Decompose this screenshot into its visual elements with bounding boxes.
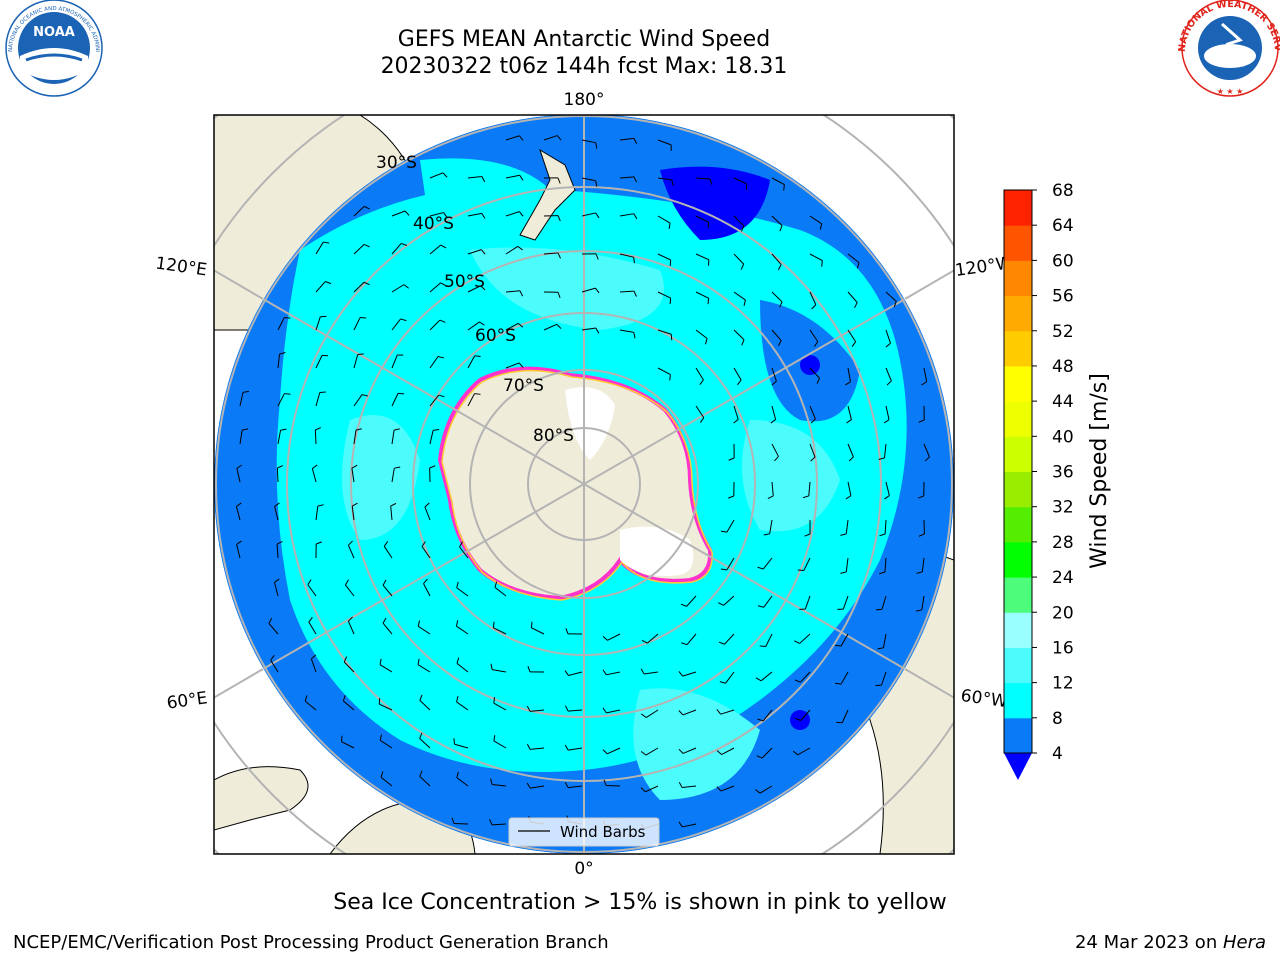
map-legend: Wind Barbs — [508, 817, 660, 847]
footer-credit: NCEP/EMC/Verification Post Processing Pr… — [13, 932, 609, 953]
lat-label-60s: 60°S — [475, 326, 516, 346]
colorbar-tick-label: 64 — [1052, 216, 1074, 236]
noaa-logo-text: NOAA — [33, 25, 75, 40]
nws-logo: NATIONAL WEATHER SERVICE ★ ★ ★ — [0, 0, 1280, 97]
colorbar-tick-label: 68 — [1052, 181, 1074, 201]
colorbar-band — [1004, 506, 1032, 543]
colorbar-band — [1004, 541, 1032, 578]
map-area — [214, 115, 954, 854]
lon-label-120e: 120°E — [154, 254, 208, 281]
wind-barbs — [235, 135, 930, 830]
caption: Sea Ice Concentration > 15% is shown in … — [333, 890, 947, 915]
footer-date-text: 24 Mar 2023 on — [1074, 932, 1223, 953]
colorbar-tick-label: 28 — [1052, 533, 1074, 553]
colorbar-band — [1004, 471, 1032, 508]
colorbar-tick-label: 44 — [1052, 392, 1074, 412]
colorbar-tick-label: 60 — [1052, 251, 1074, 271]
colorbar-band — [1004, 717, 1032, 754]
colorbar-band — [1004, 577, 1032, 613]
colorbar-tick-label: 40 — [1052, 427, 1074, 447]
lon-label-180: 180° — [564, 90, 605, 110]
colorbar-band — [1004, 612, 1032, 648]
colorbar-band — [1004, 436, 1032, 472]
lat-label-80s: 80°S — [533, 426, 574, 446]
colorbar-tick-label: 4 — [1052, 744, 1063, 764]
colorbar-band — [1004, 682, 1032, 719]
lat-label-30s: 30°S — [376, 153, 417, 173]
colorbar-tick-label: 56 — [1052, 287, 1074, 307]
colorbar-band — [1004, 260, 1032, 297]
colorbar-extend-triangle — [1004, 753, 1032, 780]
colorbar-band — [1004, 190, 1032, 226]
graticule — [215, 115, 953, 854]
colorbar-tick-label: 52 — [1052, 322, 1074, 342]
colorbar-tick-label: 20 — [1052, 603, 1074, 623]
colorbar-band — [1004, 647, 1032, 684]
colorbar-tick-label: 16 — [1052, 638, 1074, 658]
svg-text:★ ★ ★: ★ ★ ★ — [1217, 87, 1244, 96]
legend-label: Wind Barbs — [560, 823, 646, 841]
noaa-logo: NOAA NATIONAL OCEANIC AND ATMOSPHERIC AD… — [0, 0, 103, 97]
colorbar-tick-label: 36 — [1052, 463, 1074, 483]
nws-ring-text: NATIONAL WEATHER SERVICE — [0, 0, 1280, 52]
lat-label-50s: 50°S — [444, 272, 485, 292]
colorbar-tick-label: 8 — [1052, 709, 1063, 729]
footer-date: 24 Mar 2023 on Hera — [1075, 932, 1266, 953]
lon-label-60e: 60°E — [166, 688, 209, 713]
colorbar: 68 64 60 56 52 48 44 40 36 32 28 24 20 16 12 8 4 Wind Sp… — [1003, 181, 1112, 780]
colorbar-tick-label: 32 — [1052, 498, 1074, 518]
svg-text:NATIONAL WEATHER SERVICE: NATIONAL WEATHER SERVICE — [0, 0, 1280, 52]
chart-subtitle: 20230322 t06z 144h fcst Max: 18.31 — [380, 54, 788, 79]
colorbar-band — [1004, 295, 1032, 332]
chart-title: GEFS MEAN Antarctic Wind Speed — [397, 27, 771, 52]
footer-host: Hera — [1222, 932, 1266, 953]
colorbar-band — [1004, 330, 1032, 367]
lon-label-60w: 60°W — [959, 686, 1008, 712]
map-frame — [213, 114, 955, 855]
colorbar-band — [1004, 401, 1032, 437]
colorbar-label: Wind Speed [m/s] — [1087, 373, 1112, 569]
colorbar-tick-label: 24 — [1052, 568, 1074, 588]
colorbar-band — [1004, 225, 1032, 261]
colorbar-tick-label: 12 — [1052, 674, 1074, 694]
colorbar-tick-label: 48 — [1052, 357, 1074, 377]
lon-label-0: 0° — [574, 859, 593, 879]
lat-label-40s: 40°S — [413, 214, 454, 234]
lat-label-70s: 70°S — [503, 376, 544, 396]
colorbar-band — [1004, 365, 1032, 402]
